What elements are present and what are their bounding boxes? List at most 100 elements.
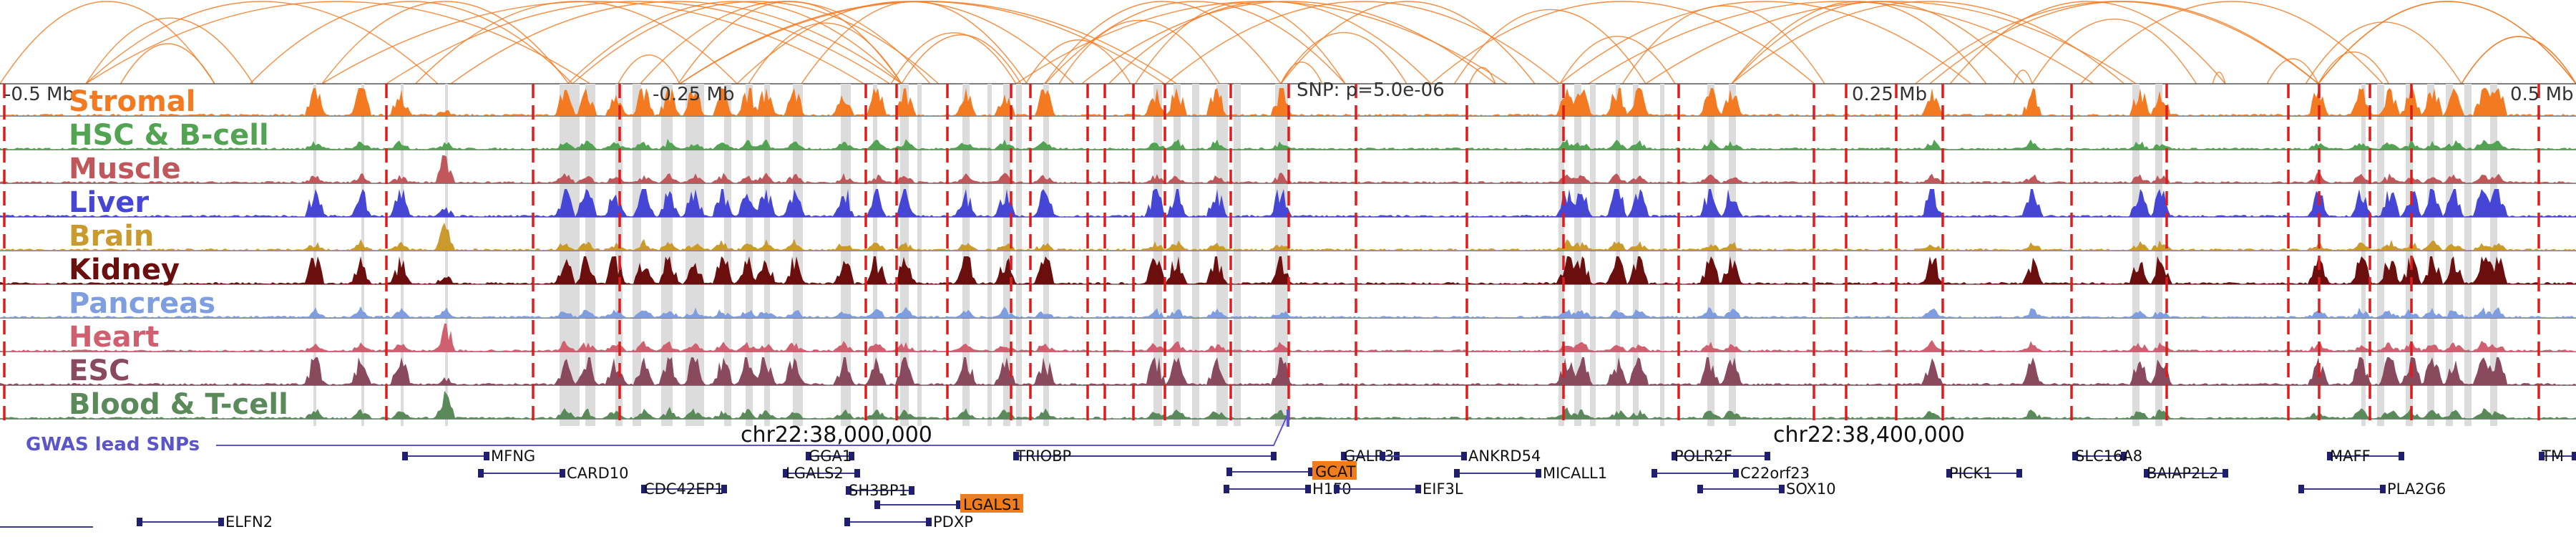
coord-right: chr22:38,400,000 xyxy=(1773,422,1965,448)
loop-arc xyxy=(567,1,902,84)
highlight-band xyxy=(2464,84,2472,426)
highlight-band xyxy=(841,84,851,426)
highlight-band xyxy=(724,84,731,426)
exon xyxy=(1334,485,1340,493)
highlight-band xyxy=(2132,84,2140,426)
gene-lgals1: LGALS1 xyxy=(874,494,1023,513)
signal-area xyxy=(0,88,2576,116)
exon xyxy=(844,518,850,526)
loop-arc xyxy=(2031,19,2197,84)
chromatin-loop-arcs xyxy=(0,1,2576,84)
coord-left: chr22:38,000,000 xyxy=(741,422,932,448)
loop-arc xyxy=(85,1,439,84)
gwas-label: GWAS lead SNPs xyxy=(26,434,200,455)
highlight-band xyxy=(1003,84,1010,426)
loop-arc xyxy=(679,1,1177,84)
exon xyxy=(1946,469,1952,478)
gene-label: C22orf23 xyxy=(1740,465,1810,482)
gene-eif3l: EIF3L xyxy=(1334,480,1463,498)
gene-label: GGA1 xyxy=(809,448,852,465)
loop-arc xyxy=(1559,36,1676,84)
loop-arc xyxy=(2305,21,2462,84)
highlight-band xyxy=(900,84,909,426)
loop-arc xyxy=(1929,1,2319,84)
exon xyxy=(1415,485,1421,493)
exon xyxy=(1224,485,1229,493)
signal-area xyxy=(0,155,2576,183)
exon xyxy=(1454,469,1460,478)
loop-arc xyxy=(1025,39,1131,84)
loop-arc xyxy=(85,1,590,84)
gene-highlight-box xyxy=(1312,461,1357,480)
exon xyxy=(2327,452,2333,460)
loop-arc xyxy=(1280,32,1407,84)
highlight-band xyxy=(2406,84,2413,426)
axis-center-label: SNP: p=5.0e-06 xyxy=(1297,79,1445,101)
axis-mid-left-label: -0.25 Mb xyxy=(653,84,734,105)
exon xyxy=(218,518,224,526)
gene-label: CARD10 xyxy=(567,465,629,482)
gene-micall1: MICALL1 xyxy=(1454,465,1607,482)
loop-arc xyxy=(2013,69,2033,84)
highlight-band xyxy=(1707,84,1714,426)
highlight-band xyxy=(764,84,770,426)
gene-label: ELFN2 xyxy=(225,513,273,531)
signal-area xyxy=(0,324,2576,352)
loop-arc xyxy=(901,34,1022,84)
loop-arc xyxy=(1166,1,1561,84)
exon xyxy=(2399,452,2404,460)
highlight-band xyxy=(2446,84,2453,426)
exon xyxy=(560,469,565,478)
exon xyxy=(854,469,860,478)
highlight-band xyxy=(1616,84,1620,426)
gene-label: EIF3L xyxy=(1423,480,1463,498)
gene-pick1: PICK1 xyxy=(1946,465,2022,482)
loop-arc xyxy=(1588,1,2094,84)
loop-arc xyxy=(1280,62,1323,84)
axis-left-label: -0.5 Mb xyxy=(4,84,74,105)
gene-label: MAFF xyxy=(2330,448,2371,465)
loop-arc xyxy=(2318,52,2390,84)
highlight-band xyxy=(1216,84,1228,426)
gene-label: CDC42EP1 xyxy=(644,480,724,498)
gene-label: TRIOBP xyxy=(1015,448,1071,465)
track-label: HSC & B-cell xyxy=(69,119,269,152)
loop-arc xyxy=(890,32,1017,84)
loop-arc xyxy=(1015,1,1508,84)
loop-arc xyxy=(321,1,570,84)
exon xyxy=(1779,485,1785,493)
loop-arc xyxy=(1058,20,1220,84)
gene-label: TM xyxy=(2541,448,2564,465)
highlight-band xyxy=(746,84,753,426)
highlight-band xyxy=(793,84,803,426)
gene-triobp: TRIOBP xyxy=(1013,448,1277,465)
track-label: Heart xyxy=(69,321,159,354)
highlight-band xyxy=(2427,84,2434,426)
highlight-band xyxy=(585,84,595,426)
track-label: ESC xyxy=(69,354,130,387)
gene-mfng: MFNG xyxy=(402,448,535,465)
signal-area xyxy=(0,189,2576,217)
gene-label: SOX10 xyxy=(1786,480,1836,498)
loop-arc xyxy=(450,1,902,84)
track-label: Muscle xyxy=(69,153,181,185)
gene-lgals2: LGALS2 xyxy=(783,465,860,482)
gene-polr2f: POLR2F xyxy=(1672,448,1770,465)
exon xyxy=(1341,452,1347,460)
gwas-track: GWAS lead SNPs xyxy=(26,410,1289,455)
signal-area xyxy=(0,223,2576,251)
exon xyxy=(909,486,914,495)
exon xyxy=(1013,452,1019,460)
axis-right-label: 0.5 Mb xyxy=(2510,84,2574,105)
exon xyxy=(2298,485,2304,493)
exon xyxy=(484,452,489,460)
loop-arc xyxy=(1430,1,1815,84)
gene-h1f0: H1F0 xyxy=(1224,480,1352,498)
snp-marker-lines xyxy=(3,84,2540,420)
gene-label: SLC16A8 xyxy=(2075,448,2142,465)
exon xyxy=(1308,468,1314,476)
highlight-band xyxy=(2490,84,2497,426)
loop-arc xyxy=(1280,1,1536,84)
exon xyxy=(641,485,647,493)
